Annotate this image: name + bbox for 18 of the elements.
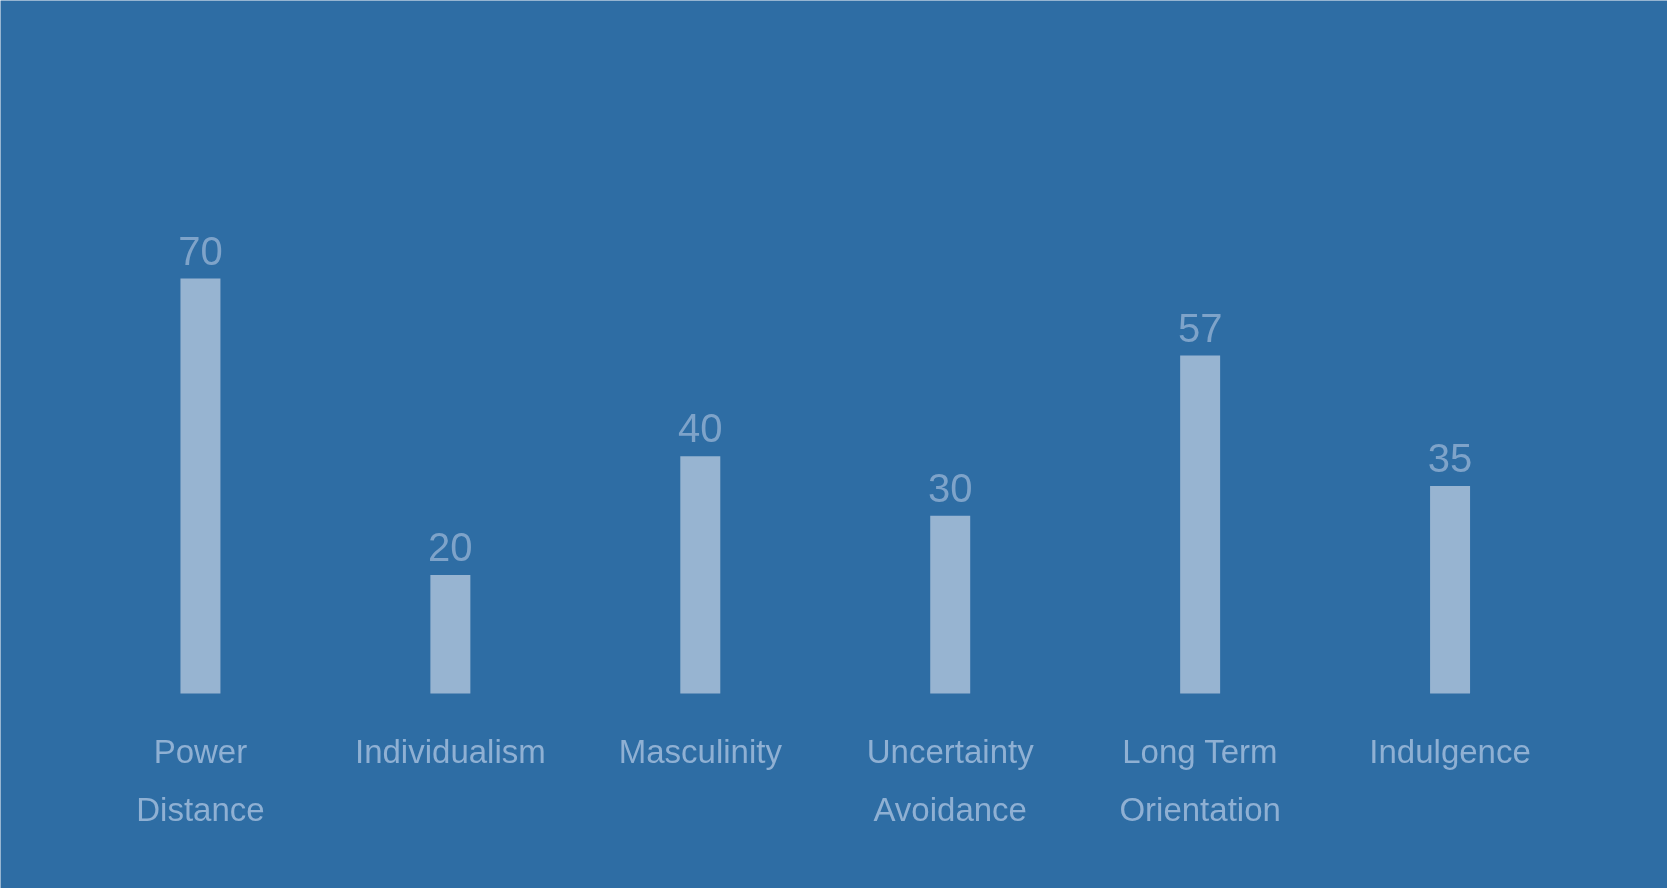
data-label: 40: [678, 406, 723, 451]
bar: [1180, 355, 1221, 694]
bar: [430, 574, 471, 694]
x-tick-label: Individualism: [354, 733, 546, 771]
x-tick-label: Indulgence: [1369, 733, 1531, 771]
x-tick-label: Uncertainty Avoidance: [866, 733, 1035, 828]
x-tick-label: Power Distance: [136, 733, 265, 828]
data-label: 20: [428, 524, 473, 569]
data-label: 35: [1427, 436, 1473, 480]
bar: [1430, 486, 1471, 694]
x-tick-label: Masculinity: [618, 733, 783, 771]
data-label: 30: [927, 465, 973, 510]
x-tick-label: Long Term Orientation: [1119, 733, 1281, 828]
data-label: 70: [178, 228, 223, 273]
bar: [930, 515, 971, 694]
bar: [180, 278, 221, 694]
bar: [680, 456, 721, 694]
data-label: 57: [1177, 305, 1223, 350]
